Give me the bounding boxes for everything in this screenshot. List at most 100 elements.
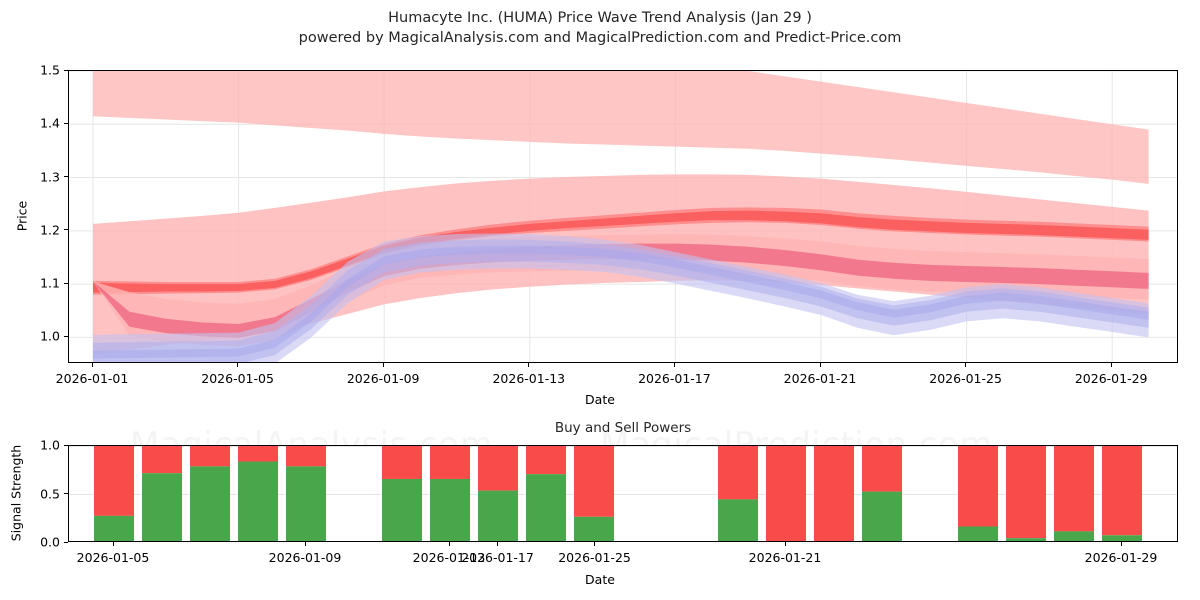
x-tick-mark: [673, 363, 675, 367]
buy-power-bar: [526, 474, 566, 541]
sell-power-bar: [94, 446, 134, 516]
x-tick-label-date: 2026-01-25: [929, 371, 1002, 386]
y-tick-label-signal: 1.0: [40, 437, 60, 453]
sell-power-bar: [430, 446, 470, 479]
x-tick-mark: [784, 542, 786, 546]
x-tick-mark: [528, 363, 530, 367]
x-tick-mark: [304, 542, 306, 546]
sell-power-bar: [814, 446, 854, 541]
buy-power-bar: [1054, 531, 1094, 541]
x-tick-label-date: 2026-01-01: [55, 371, 129, 386]
sell-power-bar: [238, 446, 278, 462]
x-tick-mark: [448, 542, 450, 546]
sell-power-bar: [574, 446, 614, 517]
price-wave-svg: [69, 71, 1177, 362]
signal-strength-axis-label: Signal Strength: [8, 444, 24, 542]
x-tick-label-date: 2026-01-21: [748, 550, 822, 565]
price-axis-label: Price: [14, 200, 30, 232]
x-tick-mark: [497, 542, 499, 546]
wave-band-red-core-wide: [93, 207, 1149, 295]
x-tick-label-date: 2026-01-05: [76, 550, 150, 565]
y-tick-mark: [64, 282, 68, 284]
sell-power-bar: [766, 446, 806, 541]
wave-band-red-inner-band: [93, 210, 1149, 293]
y-tick-mark: [64, 229, 68, 231]
buy-power-bar: [478, 490, 518, 541]
x-tick-mark: [1120, 542, 1122, 546]
y-tick-mark: [64, 176, 68, 178]
y-tick-label-price: 1.4: [40, 115, 60, 131]
x-tick-label-date: 2026-01-29: [1084, 550, 1158, 565]
buy-power-bar: [238, 461, 278, 541]
buy-power-bar: [1006, 538, 1046, 541]
buy-sell-svg: [69, 446, 1177, 541]
y-tick-label-signal: 0.5: [40, 486, 60, 501]
sell-power-bar: [1006, 446, 1046, 539]
buy-power-bar: [1102, 535, 1142, 541]
sell-power-bar: [1054, 446, 1094, 532]
sell-power-bar: [718, 446, 758, 500]
date-axis-label-bars: Date: [585, 572, 615, 587]
y-tick-mark: [64, 541, 68, 543]
buy-power-bar: [142, 473, 182, 541]
sell-power-bar: [1102, 446, 1142, 536]
x-tick-mark: [965, 363, 967, 367]
page-subtitle: powered by MagicalAnalysis.com and Magic…: [298, 30, 902, 46]
buy-power-bar: [190, 466, 230, 541]
sell-power-bar: [142, 446, 182, 474]
sell-power-bar: [958, 446, 998, 527]
x-tick-label-date: 2026-01-09: [346, 371, 420, 386]
wave-band-outer-red-upper: [93, 71, 1149, 184]
x-tick-label-date: 2026-01-17: [638, 371, 711, 386]
chart-title-block: Humacyte Inc. (HUMA) Price Wave Trend An…: [0, 8, 1200, 48]
x-tick-label-date: 2026-01-13: [412, 550, 486, 565]
y-tick-label-price: 1.5: [40, 62, 60, 78]
buy-power-bar: [382, 478, 422, 541]
y-tick-mark: [64, 335, 68, 337]
x-tick-label-date: 2026-01-25: [558, 550, 631, 565]
buy-power-bar: [574, 516, 614, 541]
buy-sell-title: Buy and Sell Powers: [554, 420, 692, 436]
x-tick-mark: [91, 363, 93, 367]
buy-power-bar: [862, 491, 902, 541]
sell-power-bar: [526, 446, 566, 475]
y-tick-label-price: 1.1: [40, 275, 60, 291]
x-tick-mark: [819, 363, 821, 367]
y-tick-mark: [64, 69, 68, 71]
x-tick-label-date: 2026-01-05: [201, 371, 274, 386]
page-title: Humacyte Inc. (HUMA) Price Wave Trend An…: [388, 10, 812, 26]
x-tick-label-date: 2026-01-29: [1074, 371, 1148, 386]
y-tick-label-signal: 0.0: [40, 534, 60, 550]
y-tick-label-price: 1.0: [40, 328, 60, 344]
x-tick-mark: [594, 542, 596, 546]
buy-power-bar: [718, 499, 758, 541]
y-tick-label-price: 1.3: [40, 169, 60, 185]
x-tick-mark: [382, 363, 384, 367]
x-tick-mark: [112, 542, 114, 546]
sell-power-bar: [478, 446, 518, 491]
buy-sell-plot-area: [68, 445, 1178, 542]
date-axis-label-main: Date: [585, 392, 615, 407]
x-tick-label-date: 2026-01-09: [268, 550, 342, 565]
y-tick-mark: [64, 493, 68, 495]
wave-band-red-magenta-band: [93, 243, 1149, 338]
y-tick-mark: [64, 444, 68, 446]
buy-power-bar: [94, 515, 134, 541]
buy-power-bar: [958, 526, 998, 541]
x-tick-label-date: 2026-01-13: [492, 371, 566, 386]
x-tick-mark: [237, 363, 239, 367]
sell-power-bar: [382, 446, 422, 479]
sell-power-bar: [190, 446, 230, 467]
sell-power-bar: [286, 446, 326, 467]
buy-power-bar: [430, 478, 470, 541]
x-tick-label-date: 2026-01-21: [783, 371, 857, 386]
y-tick-label-price: 1.2: [40, 222, 60, 238]
buy-power-bar: [286, 466, 326, 541]
x-tick-mark: [1110, 363, 1112, 367]
sell-power-bar: [862, 446, 902, 492]
y-tick-mark: [64, 122, 68, 124]
price-wave-plot-area: [68, 70, 1178, 363]
x-tick-label-date: 2026-01-17: [461, 550, 534, 565]
wave-band-blue-faint-band: [93, 233, 1149, 362]
